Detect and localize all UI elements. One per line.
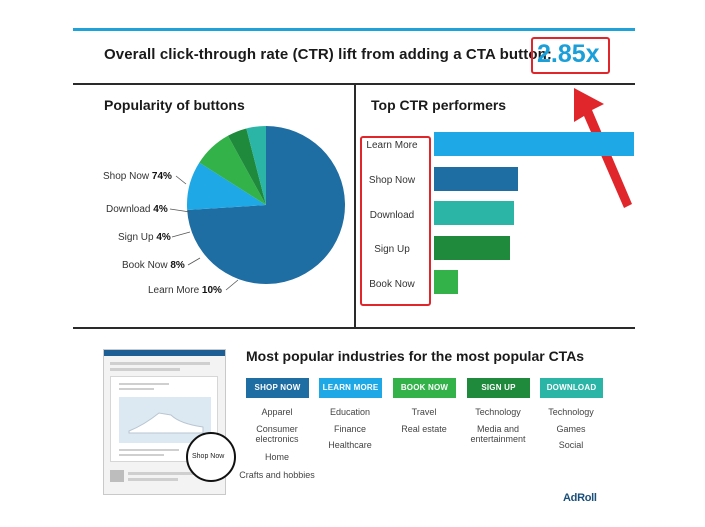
mockup-text-line	[128, 472, 198, 475]
ctr-highlight-box	[531, 37, 610, 74]
bar-label-shop-now: Shop Now	[368, 175, 416, 186]
pie-slice-book-now	[199, 135, 266, 205]
industry-item: Consumer electronics	[255, 424, 299, 444]
industry-button-learn-more: LEARN MORE	[319, 378, 382, 398]
bar-shop-now	[434, 167, 518, 191]
mockup-text-line	[128, 478, 178, 481]
bar-label-sign-up: Sign Up	[374, 244, 410, 255]
ctr-lift-value: 2.85x	[537, 40, 600, 68]
section-divider-vertical	[354, 84, 356, 328]
mockup-card-line	[119, 388, 154, 390]
bar-labels-highlight-box	[360, 136, 431, 306]
industry-item: Technology	[548, 407, 594, 417]
top-divider	[73, 28, 635, 31]
cta-highlight-circle	[186, 432, 236, 482]
mockup-card-line	[119, 454, 164, 456]
industry-button-book-now: BOOK NOW	[393, 378, 456, 398]
mockup-card-line	[119, 383, 169, 385]
industry-button-sign-up: SIGN UP	[467, 378, 530, 398]
mockup-text-line	[110, 362, 210, 365]
industry-item: Healthcare	[328, 440, 372, 450]
mockup-header-bar	[104, 350, 225, 356]
industry-button-shop-now: SHOP NOW	[246, 378, 309, 398]
pie-slice-shop-now	[187, 126, 346, 285]
pie-leader-line	[169, 208, 191, 213]
industry-item: Apparel	[261, 407, 293, 417]
pie-label-shop-now: Shop Now 74%	[103, 171, 172, 182]
pie-leader-line	[187, 257, 201, 266]
mockup-avatar-icon	[110, 470, 124, 482]
bar-sign-up	[434, 236, 510, 260]
mockup-cta-button: Shop Now	[192, 453, 225, 460]
headline: Overall click-through rate (CTR) lift fr…	[104, 46, 552, 63]
shoe-image-icon	[119, 397, 211, 443]
adroll-logo: AdRoll	[563, 492, 597, 504]
pie-label-learn-more: Learn More 10%	[148, 285, 222, 296]
industry-item: Home	[264, 452, 289, 462]
pie-label-download: Download 4%	[106, 204, 168, 215]
bar-chart-title: Top CTR performers	[371, 97, 507, 113]
industry-item: Technology	[475, 407, 521, 417]
industry-item: Travel	[411, 407, 437, 417]
industry-item: Media and entertainment	[470, 424, 526, 444]
industry-item: Games	[556, 424, 586, 434]
industry-item: Real estate	[401, 424, 447, 434]
bar-label-learn-more: Learn More	[366, 140, 418, 151]
pie-label-book-now: Book Now 8%	[122, 260, 185, 271]
industry-item: Education	[329, 407, 371, 417]
pie-leader-line	[171, 231, 191, 238]
section-divider-bottom	[73, 327, 635, 329]
industry-item: Social	[558, 440, 584, 450]
mockup-card-line	[119, 449, 179, 451]
pie-label-sign-up: Sign Up 4%	[118, 232, 171, 243]
mockup-text-line	[110, 368, 180, 371]
industries-title: Most popular industries for the most pop…	[246, 348, 585, 364]
bar-label-book-now: Book Now	[369, 279, 415, 290]
industry-item: Crafts and hobbies	[239, 470, 315, 480]
bar-book-now	[434, 270, 458, 294]
pie-slice-sign-up	[227, 128, 266, 205]
pie-slice-download	[246, 126, 266, 205]
bar-label-download: Download	[369, 210, 415, 221]
bar-learn-more	[434, 132, 634, 156]
industry-button-download: DOWNLOAD	[540, 378, 603, 398]
pie-slice-learn-more	[187, 162, 266, 210]
pie-chart-title: Popularity of buttons	[104, 97, 245, 113]
pie-leader-line	[225, 279, 239, 291]
bar-download	[434, 201, 514, 225]
pie-leader-line	[175, 175, 187, 185]
industry-item: Finance	[333, 424, 367, 434]
